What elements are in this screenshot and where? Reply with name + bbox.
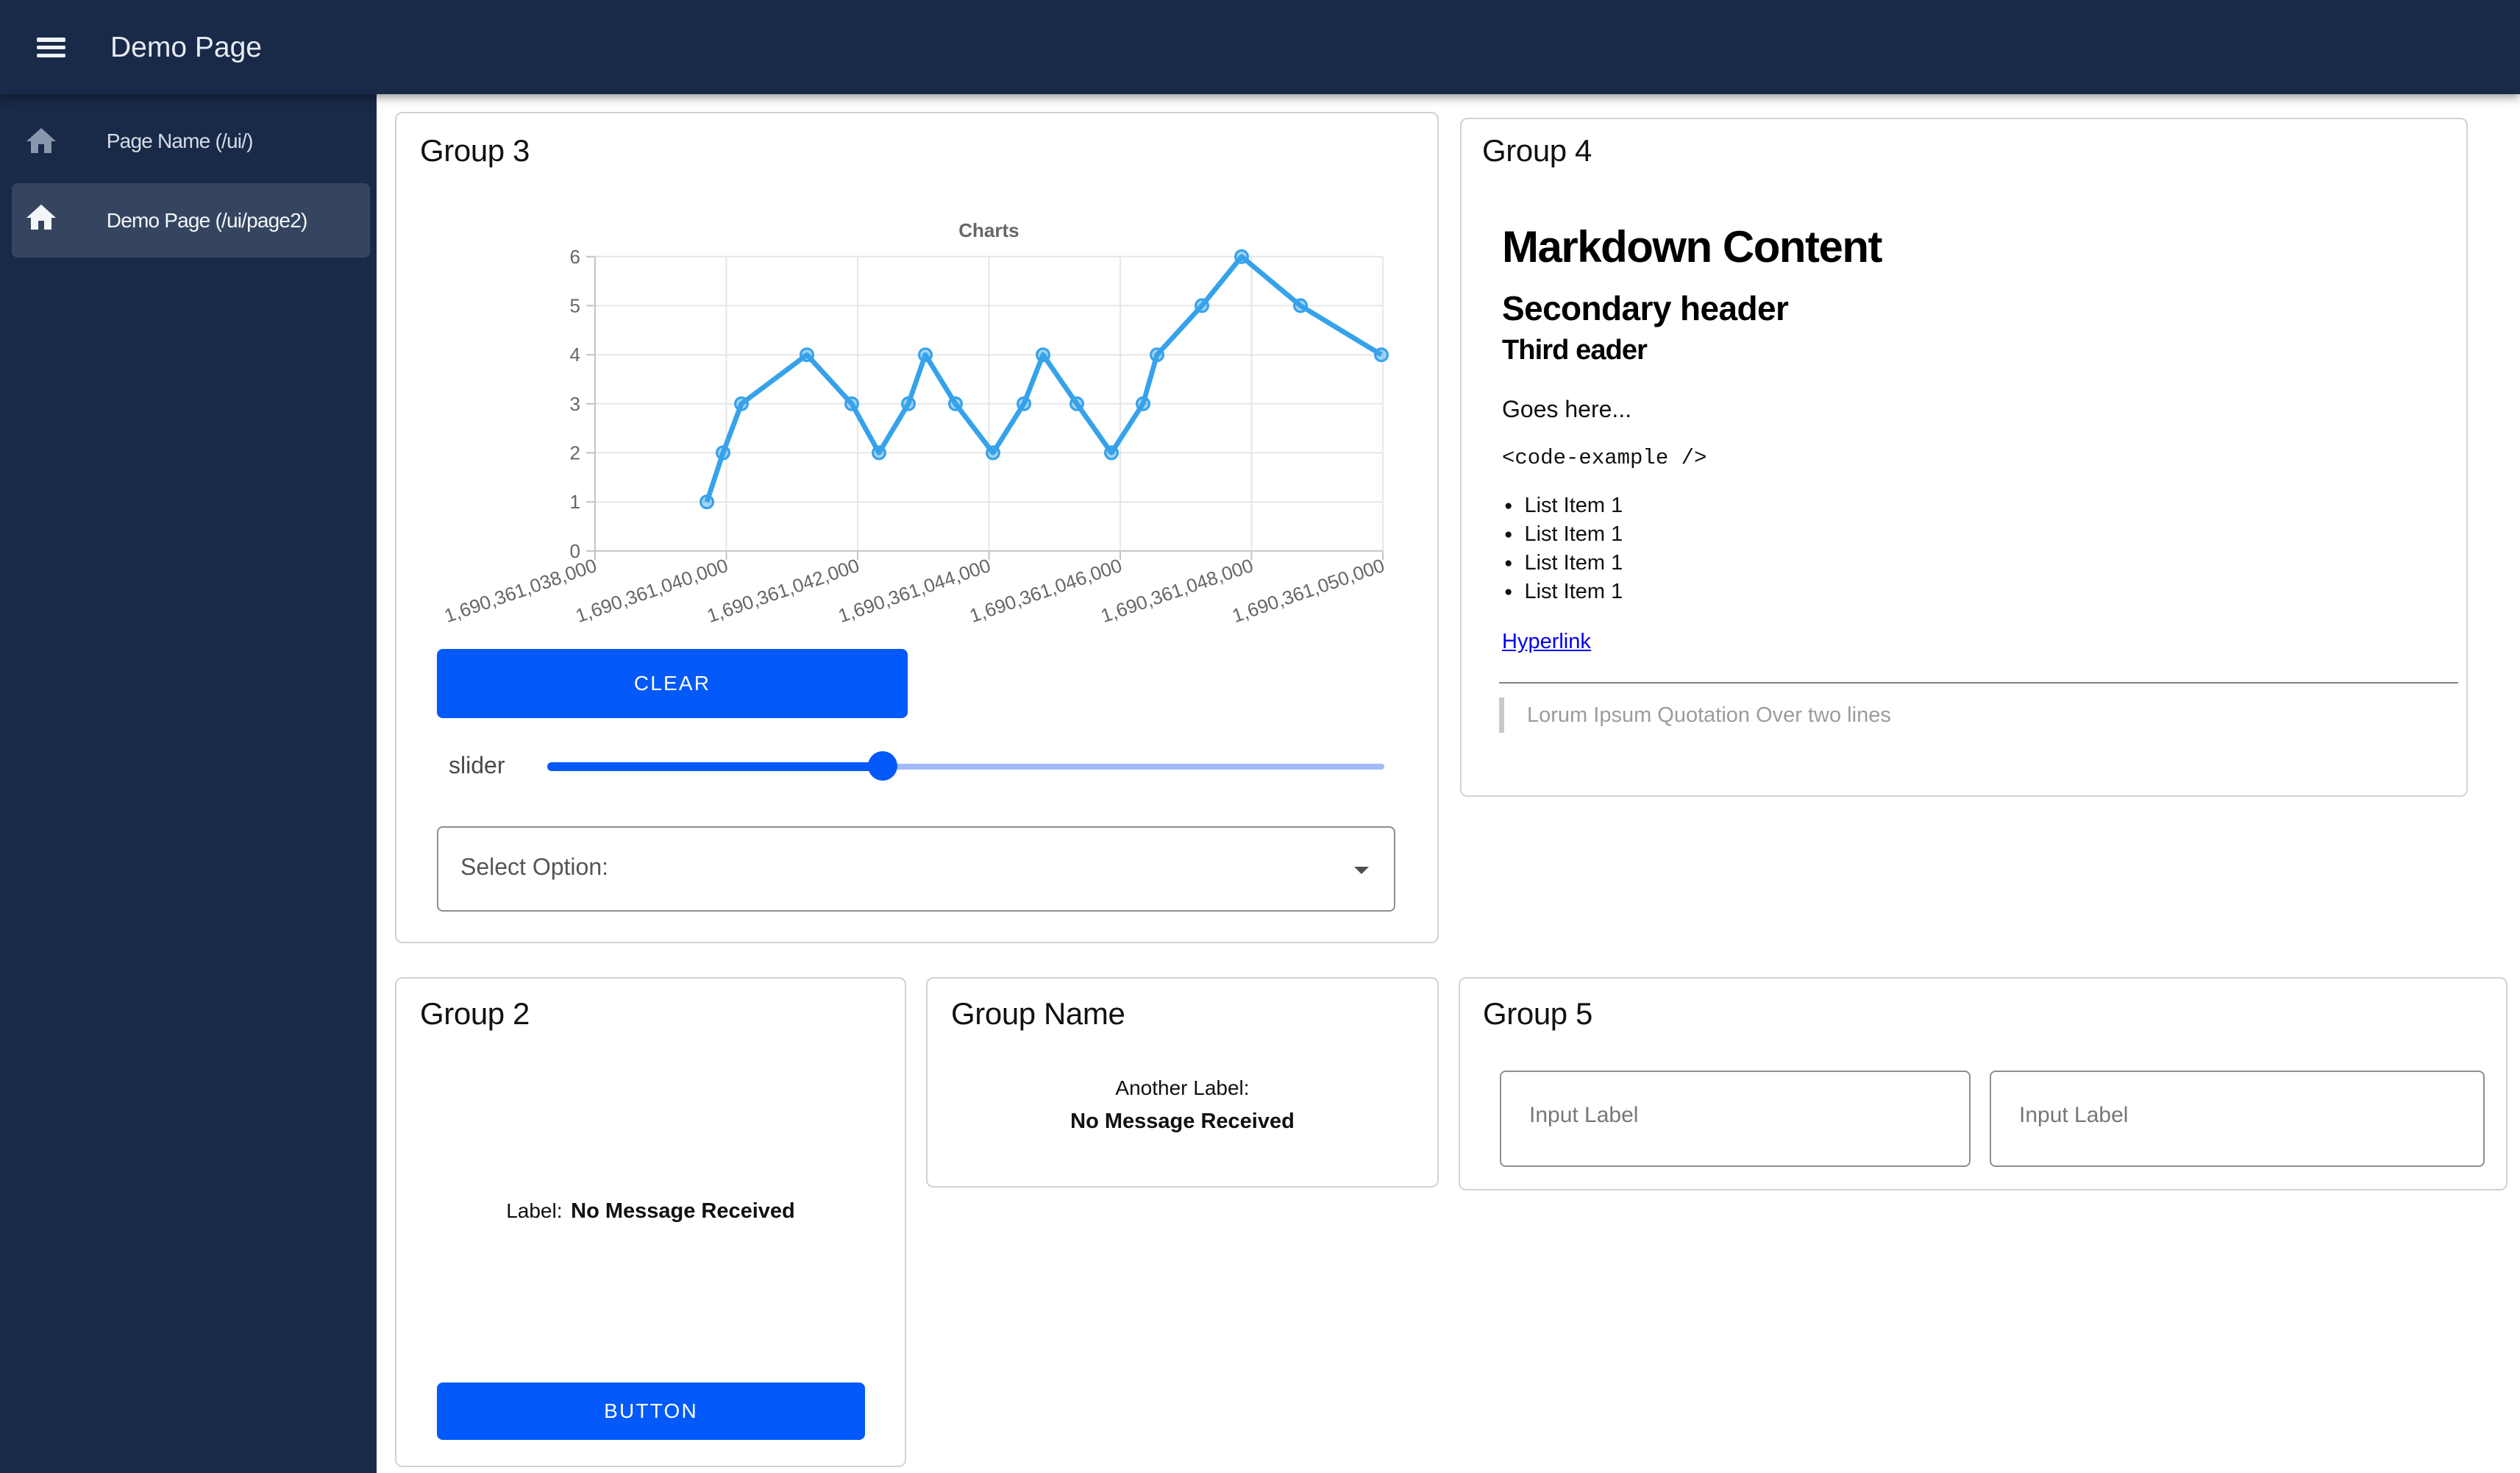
svg-text:5: 5 <box>570 294 580 316</box>
svg-text:6: 6 <box>570 246 580 268</box>
svg-text:1: 1 <box>570 491 580 513</box>
svg-text:3: 3 <box>570 393 580 415</box>
svg-text:0: 0 <box>570 540 580 562</box>
svg-text:2: 2 <box>570 441 580 464</box>
svg-text:1,690,361,050,000: 1,690,361,050,000 <box>1229 554 1387 627</box>
svg-text:Charts: Charts <box>958 219 1019 241</box>
svg-text:4: 4 <box>570 344 580 366</box>
